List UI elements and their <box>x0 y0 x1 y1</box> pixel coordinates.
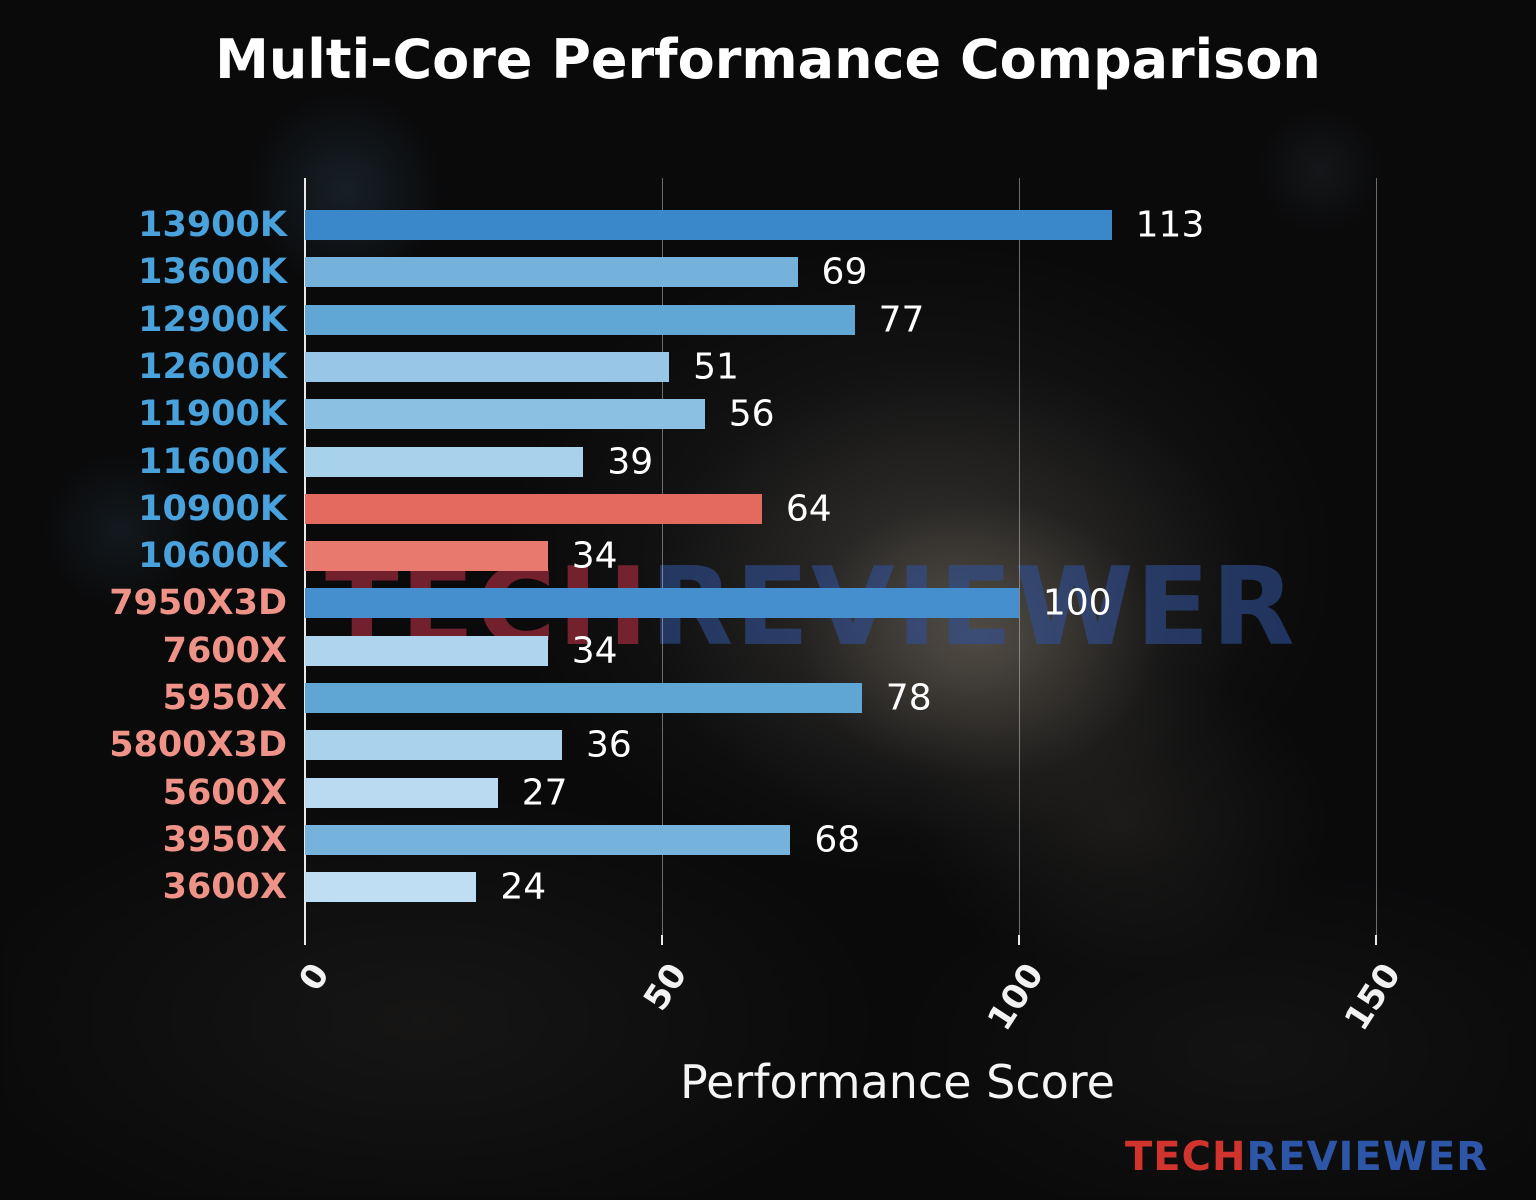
bar <box>305 824 791 855</box>
bar <box>305 446 584 477</box>
brand-logo: TECHREVIEWER <box>1125 1134 1488 1180</box>
bar <box>305 351 670 382</box>
category-label: 10900K <box>138 488 287 529</box>
bar-row: 7950X3D 100 <box>109 582 1490 624</box>
bar <box>305 257 798 288</box>
bar-row: 3950X 68 <box>163 819 1490 861</box>
value-label: 39 <box>607 441 654 482</box>
category-label: 11600K <box>138 441 287 482</box>
value-label: 34 <box>571 535 618 577</box>
category-label: 7600X <box>162 630 287 671</box>
category-label: 10600K <box>138 536 287 577</box>
value-label: 77 <box>878 299 925 341</box>
value-label: 51 <box>693 346 739 388</box>
bar <box>305 493 762 524</box>
value-label: 36 <box>585 724 632 766</box>
bar <box>305 304 855 335</box>
bar-row: 7600X 34 <box>163 630 1490 672</box>
bar-row: 13900K 113 <box>138 204 1490 246</box>
bar <box>305 399 705 430</box>
bar <box>305 541 548 572</box>
category-label: 5950X <box>162 678 287 718</box>
bar <box>305 730 562 761</box>
gridline <box>661 178 663 935</box>
value-label: 64 <box>785 488 832 530</box>
category-label: 13600K <box>138 252 287 293</box>
brand-reviewer: REVIEWER <box>1246 1134 1488 1180</box>
category-label: 3950X <box>162 819 287 860</box>
bar <box>305 210 1112 240</box>
bar <box>305 588 1019 619</box>
x-tick-mark <box>660 935 663 945</box>
gridline <box>1375 178 1377 935</box>
bar-row: 5950X 78 <box>163 677 1490 719</box>
value-label: 113 <box>1135 204 1205 246</box>
brand-tech: TECH <box>1125 1134 1247 1180</box>
value-label: 56 <box>728 393 775 435</box>
bar-row: 11600K 39 <box>138 441 1490 482</box>
bar-row: 5600X 27 <box>163 772 1490 814</box>
bar-row: 12600K 51 <box>138 346 1490 388</box>
x-tick-mark <box>1017 935 1020 945</box>
gridline <box>1018 178 1020 935</box>
bar-row: 11900K 56 <box>138 393 1490 435</box>
bar-row: 10900K 64 <box>138 488 1490 530</box>
chart-title: Multi-Core Performance Comparison <box>215 28 1321 91</box>
bar <box>305 635 548 666</box>
bar-row: 3600X 24 <box>163 866 1490 908</box>
value-label: 100 <box>1042 582 1112 624</box>
bar <box>305 683 862 713</box>
x-axis-label: Performance Score <box>680 1055 1115 1109</box>
category-label: 7950X3D <box>109 583 287 624</box>
plot-area: 13900K 113 13600K 69 12900K 77 12600K 51 11900K 5… <box>109 178 1490 935</box>
bar-row: 5800X3D 36 <box>109 724 1490 766</box>
value-label: 68 <box>814 819 861 861</box>
bar <box>305 777 498 808</box>
x-tick-mark <box>1374 935 1377 945</box>
value-label: 34 <box>571 630 618 672</box>
category-label: 3600X <box>162 867 287 908</box>
bar-row: 12900K 77 <box>138 299 1490 341</box>
value-label: 24 <box>500 866 547 908</box>
value-label: 27 <box>521 772 568 814</box>
bar <box>305 872 477 903</box>
category-label: 5800X3D <box>109 725 287 766</box>
bar-row: 13600K 69 <box>138 251 1490 293</box>
value-label: 69 <box>821 251 868 293</box>
bar-row: 10600K 34 <box>138 535 1490 577</box>
category-label: 12600K <box>138 346 287 387</box>
value-label: 78 <box>885 677 932 719</box>
category-label: 12900K <box>138 299 287 340</box>
category-label: 11900K <box>138 394 287 435</box>
x-tick-mark <box>304 935 306 945</box>
category-label: 13900K <box>138 205 287 245</box>
category-label: 5600X <box>162 772 287 813</box>
